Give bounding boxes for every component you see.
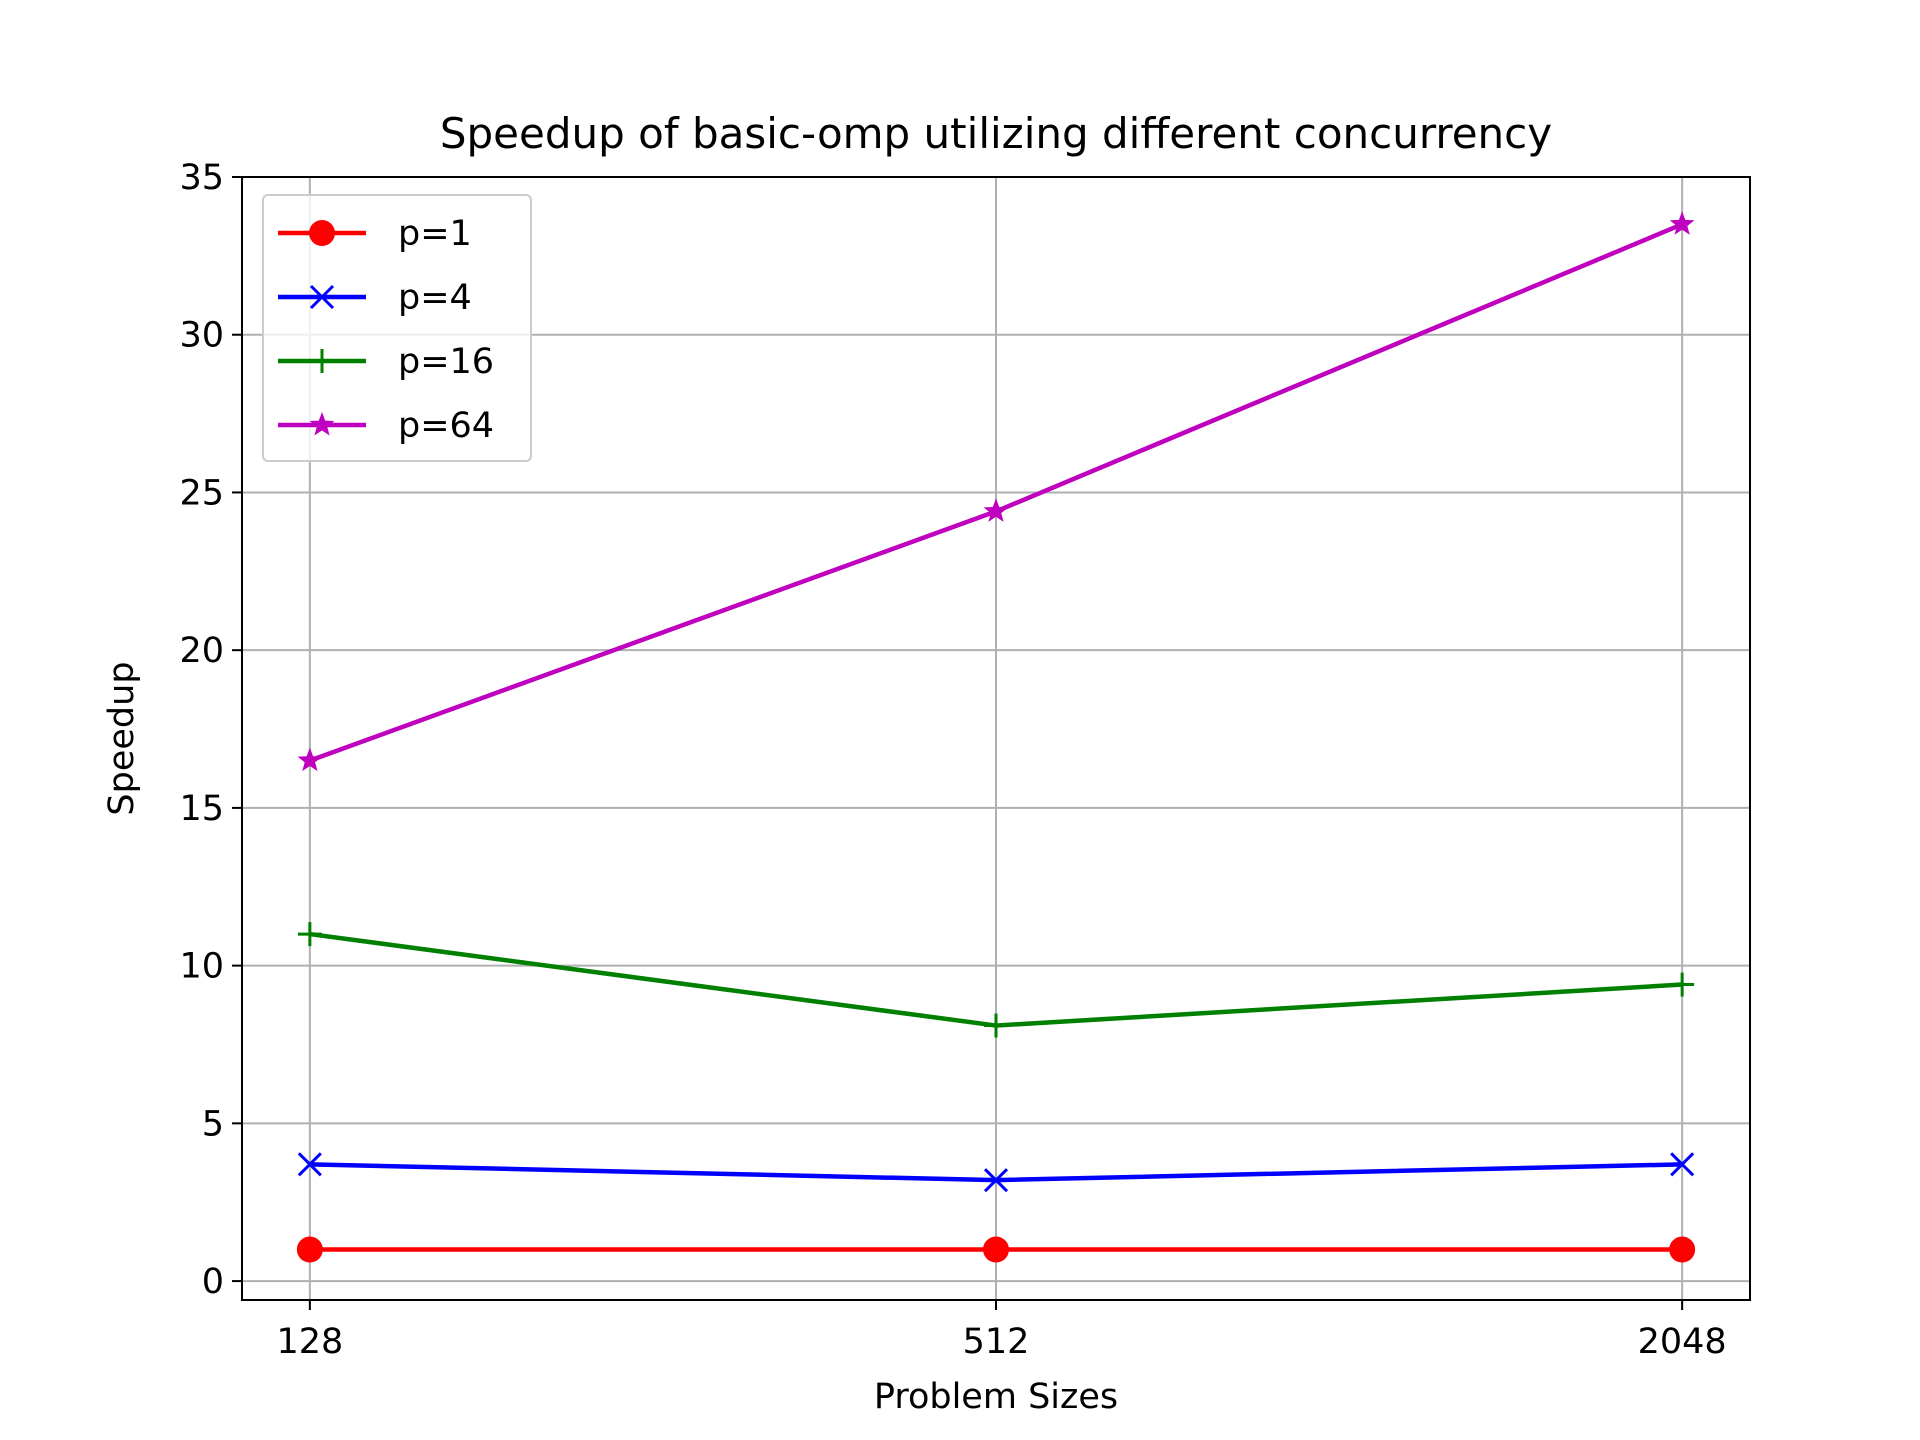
axis-ticks: 0 5 10 15 20 25 30 35 128 512 2048: [179, 158, 1726, 1362]
data-point: [1670, 972, 1695, 997]
series-1: [296, 1236, 1696, 1263]
data-point: [984, 1013, 1008, 1038]
legend-marker: [309, 412, 335, 436]
series-3: [297, 922, 1695, 1038]
x-tick-label: 128: [276, 1322, 343, 1362]
y-tick-label: 20: [179, 631, 224, 671]
legend-label: p=16: [398, 342, 494, 382]
legend-label: p=64: [398, 406, 494, 446]
data-point: [297, 1152, 322, 1177]
y-tick-label: 25: [179, 473, 224, 513]
legend-label: p=1: [398, 214, 472, 254]
data-point: [1670, 1152, 1695, 1177]
legend-marker: [309, 220, 335, 246]
legend-box: [262, 194, 532, 462]
data-point: [983, 498, 1009, 522]
legend-item: p=1: [278, 214, 472, 254]
y-tick-label: 10: [179, 947, 224, 987]
y-tick-label: 0: [202, 1262, 224, 1302]
data-point: [983, 1236, 1009, 1263]
legend-item: p=64: [278, 406, 494, 446]
x-tick-label: 512: [963, 1322, 1030, 1362]
x-tick-label: 2048: [1638, 1322, 1727, 1362]
y-tick-label: 5: [202, 1104, 224, 1144]
series-4: [297, 211, 1695, 772]
data-point: [297, 747, 323, 772]
x-axis-label: Problem Sizes: [874, 1377, 1118, 1417]
y-tick-label: 15: [179, 789, 224, 829]
data-point: [296, 1236, 323, 1263]
legend-label: p=4: [398, 278, 472, 318]
series-2: [297, 1152, 1695, 1193]
data-point: [1669, 1236, 1696, 1263]
data-point: [1669, 211, 1695, 235]
legend: p=1 p=4 p=16 p=64: [262, 194, 532, 462]
y-axis-label: Speedup: [102, 661, 142, 815]
y-tick-label: 30: [179, 316, 224, 356]
legend-item: p=16: [278, 342, 494, 382]
legend-item: p=4: [278, 278, 472, 318]
chart-title: Speedup of basic-omp utilizing different…: [440, 109, 1552, 158]
series-group: [296, 211, 1696, 1263]
legend-marker: [309, 284, 335, 310]
data-point: [983, 1168, 1009, 1193]
data-point: [297, 922, 322, 947]
y-tick-label: 35: [179, 158, 224, 198]
legend-marker: [310, 349, 334, 373]
